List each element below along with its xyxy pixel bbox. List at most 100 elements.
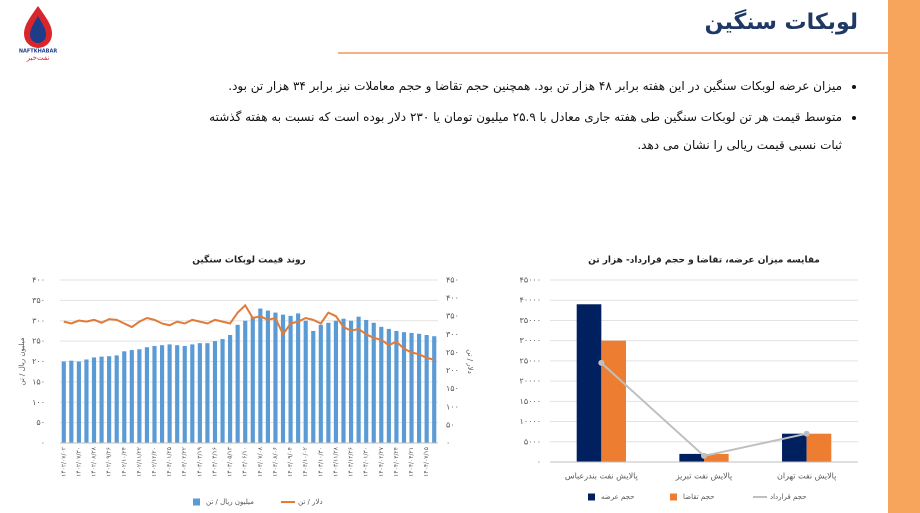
legend-swatch — [588, 493, 595, 501]
charts: روند قیمت لوبکات سنگین ۰ ۵۰ ۱۰۰ ۱۵۰ ۲۰۰ ۲۵۰ ۳۰۰… — [18, 254, 858, 506]
line-marker — [701, 452, 707, 459]
bar — [417, 333, 422, 443]
x-tick-label: ۱۴۰۲/۰۷/۳۰ — [75, 447, 82, 477]
bar — [190, 344, 195, 443]
y2-tick-label: ۴۰۰ — [446, 294, 459, 303]
slide-title: لوبکات سنگین — [704, 10, 858, 35]
y-tick-label: ۲۵۰۰۰ — [520, 356, 541, 365]
bar — [265, 310, 270, 443]
x-tick-label: ۱۴۰۳/۰۸/۰۶ — [272, 447, 279, 477]
y-tick-label: ۲۰۰۰۰ — [520, 377, 541, 386]
bar — [409, 332, 414, 443]
bar — [152, 346, 157, 443]
bar — [364, 319, 369, 443]
x-tick-label: ۱۴۰۴/۰۳/۲۴ — [393, 447, 400, 477]
chart-title: مقایسه میزان عرضه، تقاضا و حجم قرارداد- … — [588, 256, 820, 266]
bar — [175, 345, 180, 443]
x-tick-label: ۱۴۰۳/۱۰/۰۲ — [302, 447, 309, 477]
logo-text-fa: نفت‌خبر — [26, 54, 50, 62]
x-tick-label: ۱۴۰۲/۰۸/۲۸ — [91, 446, 98, 477]
bar — [601, 340, 626, 462]
bar — [243, 320, 248, 443]
bar — [228, 335, 233, 443]
x-tick-label: ۱۴۰۳/۱۰/۳۰ — [317, 447, 324, 477]
bar — [107, 356, 112, 443]
y-tick-label: ۵۰ — [36, 418, 45, 427]
bar — [197, 343, 202, 443]
bar — [212, 341, 218, 443]
y2-axis-title: دلار / تن — [466, 349, 474, 374]
x-tick-label: ۱۴۰۳/۰۱/۲۵ — [166, 447, 173, 477]
bullet-list: میزان عرضه لوبکات سنگین در این هفته براب… — [195, 72, 858, 162]
x-tick-label: ۱۴۰۳/۱۲/۲۶ — [348, 447, 355, 477]
bar — [280, 314, 286, 443]
bar — [205, 343, 210, 443]
legend-swatch — [193, 498, 200, 506]
x-tick-label: ۱۴۰۲/۰۷/۰۲ — [60, 447, 67, 477]
bar — [220, 339, 225, 443]
bar — [122, 351, 127, 443]
y2-tick-label: ۵۰ — [446, 420, 455, 429]
bar — [273, 312, 278, 443]
bar — [401, 332, 407, 443]
bar — [114, 355, 119, 443]
bar — [679, 453, 704, 462]
y2-tick-label: ۴۵۰ — [446, 276, 459, 285]
y-tick-label: ۰ — [41, 439, 45, 448]
legend-label: حجم تقاضا — [683, 493, 714, 501]
bar — [258, 308, 263, 443]
bar — [129, 350, 134, 443]
bar — [303, 320, 308, 443]
x-tick-label: ۱۴۰۲/۱۲/۲۰ — [151, 447, 158, 477]
bar — [182, 346, 187, 443]
y-tick-label: ۳۵۰ — [32, 296, 45, 305]
x-tick-label: ۱۴۰۳/۱۱/۲۸ — [332, 446, 339, 477]
x-tick-label: ۱۴۰۴/۰۷/۱۵ — [423, 447, 430, 477]
logo: NAFTKHABAR نفت‌خبر — [19, 6, 57, 62]
bar — [99, 356, 104, 443]
bar — [432, 336, 437, 443]
logo-drop-inner — [30, 16, 46, 43]
bar — [379, 326, 384, 443]
y-tick-label: ۱۵۰۰۰ — [520, 397, 541, 406]
bar — [424, 335, 429, 443]
bar — [356, 316, 361, 443]
x-tick-label: ۱۴۰۲/۱۱/۲۲ — [136, 447, 143, 477]
x-tick-label: ۱۴۰۴/۰۴/۲۱ — [408, 447, 415, 477]
y-tick-label: ۳۰۰۰۰ — [520, 336, 541, 345]
bullet: متوسط قیمت هر تن لوبکات سنگین طی هفته جا… — [195, 103, 842, 159]
bar — [61, 361, 66, 443]
x-tick-label: ۱۴۰۲/۰۹/۲۶ — [106, 447, 113, 477]
y-tick-label: ۱۵۰ — [32, 377, 45, 386]
bar — [806, 433, 832, 462]
y-tick-label: ۴۰۰ — [32, 276, 45, 285]
y2-tick-label: ۳۵۰ — [446, 312, 459, 321]
side-band — [888, 0, 920, 513]
x-tick-label: ۱۴۰۳/۰۲/۲۲ — [181, 447, 188, 477]
y-tick-label: ۲۵۰ — [32, 337, 45, 346]
bar — [576, 304, 602, 462]
bar — [91, 357, 97, 443]
line — [63, 303, 435, 361]
bar — [311, 330, 316, 443]
title-rule — [338, 52, 888, 54]
y2-tick-label: ۲۰۰ — [446, 366, 459, 375]
x-tick-label: پالایش نفت تهران — [777, 472, 836, 481]
y-axis-title: میلیون ریال / تن — [18, 337, 26, 385]
y-tick-label: ۳۵۰۰۰ — [520, 316, 541, 325]
y-tick-label: ۴۰۰۰۰ — [520, 296, 541, 305]
legend-label: حجم عرضه — [601, 493, 634, 501]
bar — [288, 315, 293, 443]
x-tick-label: ۱۴۰۴/۰۱/۳۰ — [363, 447, 370, 477]
legend-swatch — [670, 493, 677, 501]
bar — [137, 349, 142, 443]
legend-label: میلیون ریال / تن — [206, 498, 254, 506]
y-tick-label: ۱۰۰۰۰ — [520, 417, 541, 426]
y2-tick-label: ۱۵۰ — [446, 384, 459, 393]
legend-label: حجم قرارداد — [770, 493, 806, 501]
x-tick-label: ۱۴۰۳/۰۷/۰۸ — [257, 446, 264, 477]
y2-tick-label: ۳۰۰ — [446, 330, 459, 339]
line-marker — [803, 430, 810, 437]
y-tick-label: ۳۰۰ — [32, 316, 45, 325]
y-tick-label: ۲۰۰ — [32, 357, 45, 366]
